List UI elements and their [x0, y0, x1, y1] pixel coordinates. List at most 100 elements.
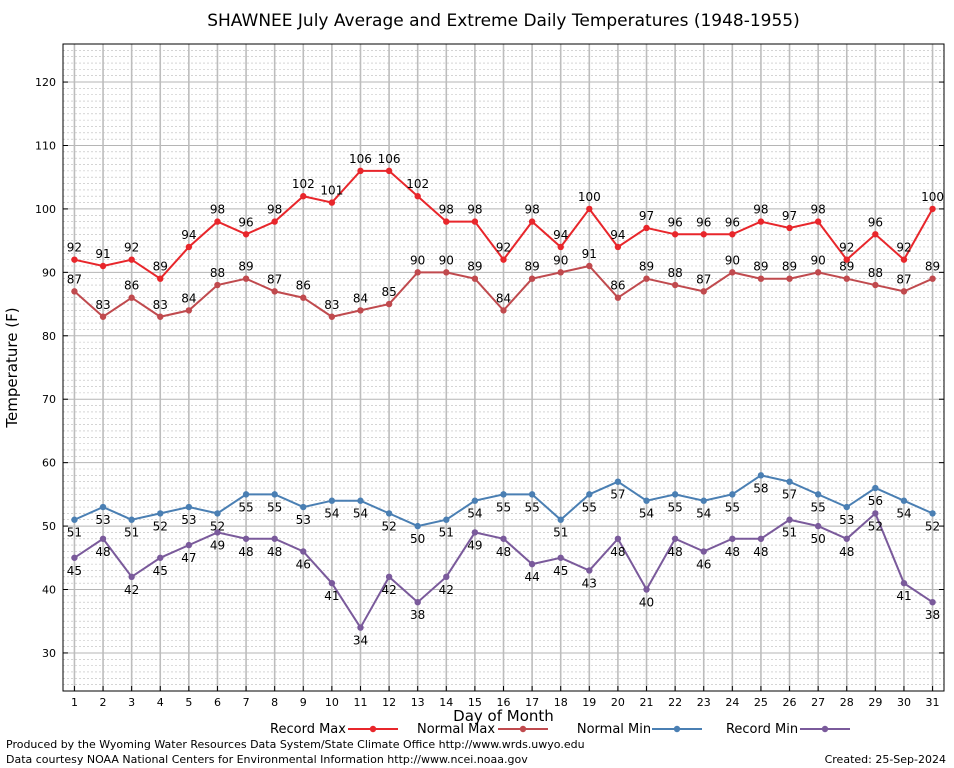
data-point-normal-min: [185, 503, 193, 511]
data-point-normal-max: [242, 275, 250, 282]
data-label-normal-min: 52: [925, 519, 940, 533]
x-tick-label: 23: [697, 696, 711, 709]
data-point-normal-max: [929, 275, 936, 282]
data-label-normal-max: 87: [267, 272, 282, 286]
data-point-normal-max: [814, 269, 822, 276]
data-label-record-max: 96: [238, 215, 253, 229]
data-label-normal-min: 53: [296, 513, 311, 527]
data-point-normal-min: [300, 503, 307, 511]
data-point-normal-max: [128, 294, 135, 301]
data-point-record-min: [385, 573, 393, 581]
x-tick-label: 12: [382, 696, 396, 709]
data-label-normal-max: 89: [753, 260, 768, 274]
data-label-record-max: 98: [439, 203, 454, 217]
data-point-record-max: [929, 205, 936, 213]
data-label-record-max: 98: [267, 203, 282, 217]
data-label-normal-max: 83: [324, 298, 339, 312]
data-point-normal-min: [700, 497, 707, 504]
data-point-record-max: [271, 218, 278, 225]
data-label-record-min: 48: [95, 545, 110, 559]
data-point-normal-min: [500, 491, 507, 498]
y-tick-label: 80: [42, 330, 56, 343]
data-point-record-max: [185, 243, 193, 251]
data-label-normal-max: 89: [524, 260, 539, 274]
data-label-record-max: 97: [639, 209, 654, 223]
data-point-normal-max: [71, 288, 78, 295]
data-label-record-max: 100: [578, 190, 601, 204]
data-label-normal-max: 87: [696, 272, 711, 286]
data-label-record-max: 94: [553, 228, 568, 242]
x-tick-label: 9: [300, 696, 307, 709]
data-point-normal-max: [757, 275, 765, 282]
data-point-normal-min: [157, 510, 164, 517]
data-point-record-min: [843, 535, 850, 542]
x-tick-label: 8: [271, 696, 278, 709]
data-label-record-max: 106: [349, 152, 372, 166]
data-label-normal-min: 54: [639, 507, 654, 521]
data-label-normal-min: 57: [610, 488, 625, 502]
x-tick-label: 10: [325, 696, 339, 709]
data-point-record-min: [900, 579, 908, 587]
data-point-record-min: [729, 535, 736, 542]
data-point-normal-max: [328, 313, 336, 320]
data-label-normal-min: 54: [696, 507, 711, 521]
x-tick-label: 25: [754, 696, 768, 709]
data-point-normal-max: [843, 275, 850, 282]
data-point-normal-max: [99, 313, 107, 320]
legend-marker: [673, 725, 681, 733]
legend-marker: [519, 725, 527, 733]
data-point-record-max: [643, 224, 650, 232]
x-tick-label: 5: [185, 696, 192, 709]
data-label-record-max: 100: [921, 190, 944, 204]
data-point-record-max: [814, 218, 822, 225]
data-label-normal-max: 87: [67, 272, 82, 286]
data-point-record-min: [214, 529, 221, 536]
data-label-record-max: 96: [667, 215, 682, 229]
data-label-normal-max: 87: [896, 272, 911, 286]
data-label-record-min: 49: [467, 538, 482, 552]
data-label-record-max: 96: [868, 215, 883, 229]
data-label-record-min: 38: [925, 608, 940, 622]
data-label-record-min: 45: [67, 564, 82, 578]
data-point-normal-max: [414, 269, 421, 276]
data-label-normal-min: 51: [67, 526, 82, 540]
data-point-record-min: [586, 567, 593, 574]
data-point-normal-max: [614, 294, 622, 301]
data-label-record-min: 46: [296, 557, 311, 571]
data-label-normal-max: 90: [410, 253, 425, 267]
x-tick-label: 30: [897, 696, 911, 709]
data-point-normal-min: [414, 522, 421, 530]
data-point-record-max: [128, 256, 135, 263]
data-label-record-max: 102: [292, 177, 315, 191]
data-label-normal-min: 51: [439, 526, 454, 540]
data-point-record-min: [99, 535, 107, 542]
data-label-normal-max: 85: [381, 285, 396, 299]
data-label-normal-max: 83: [153, 298, 168, 312]
data-label-record-max: 106: [378, 152, 401, 166]
data-point-normal-min: [443, 516, 450, 523]
data-point-record-min: [157, 554, 164, 561]
data-point-record-max: [471, 218, 479, 225]
data-point-normal-min: [671, 491, 679, 498]
data-point-record-min: [242, 535, 250, 542]
data-point-normal-max: [185, 307, 193, 314]
data-label-record-min: 48: [267, 545, 282, 559]
y-tick-label: 40: [42, 584, 56, 597]
data-label-record-min: 51: [782, 526, 797, 540]
data-point-record-min: [643, 586, 650, 593]
x-tick-label: 11: [353, 696, 367, 709]
data-point-normal-min: [643, 497, 650, 504]
data-label-record-min: 48: [667, 545, 682, 559]
data-point-record-max: [157, 275, 164, 282]
data-label-record-min: 46: [696, 557, 711, 571]
x-tick-label: 17: [525, 696, 539, 709]
y-tick-label: 120: [35, 76, 56, 89]
y-tick-label: 50: [42, 520, 56, 533]
data-label-normal-min: 55: [667, 500, 682, 514]
data-point-normal-max: [157, 313, 164, 320]
data-label-record-min: 44: [524, 570, 539, 584]
data-label-normal-min: 58: [753, 481, 768, 495]
data-label-record-max: 98: [467, 203, 482, 217]
data-point-record-max: [900, 256, 908, 263]
legend: Record Max Normal Max Normal Min Record Min: [270, 722, 850, 737]
